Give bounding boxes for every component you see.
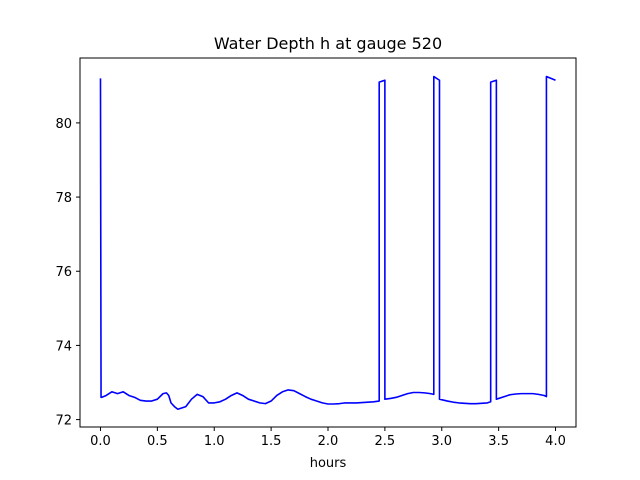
chart-title: Water Depth h at gauge 520 [214, 34, 442, 53]
x-tick-label: 2.0 [318, 434, 339, 449]
series-line-0 [99, 75, 556, 411]
x-tick-label: 2.5 [375, 434, 396, 449]
y-tick-label: 72 [55, 414, 72, 429]
x-axis: 0.0 0.5 1.0 1.5 2.0 2.5 3.0 3.5 4.0 [90, 427, 566, 449]
x-tick-label: 3.0 [431, 434, 452, 449]
y-tick-label: 76 [55, 265, 72, 280]
y-tick-label: 80 [55, 117, 72, 132]
x-tick-label: 0.0 [90, 434, 111, 449]
x-tick-label: 3.5 [488, 434, 509, 449]
x-tick-label: 4.0 [545, 434, 566, 449]
x-tick-label: 1.0 [204, 434, 225, 449]
x-tick-label: 0.5 [147, 434, 168, 449]
axes-frame [79, 57, 577, 428]
y-axis: 72 74 76 78 80 [55, 117, 80, 429]
y-tick-label: 78 [55, 191, 72, 206]
x-axis-label: hours [310, 456, 347, 471]
y-tick-label: 74 [55, 339, 72, 354]
x-tick-label: 1.5 [261, 434, 282, 449]
plot-area [99, 75, 556, 411]
